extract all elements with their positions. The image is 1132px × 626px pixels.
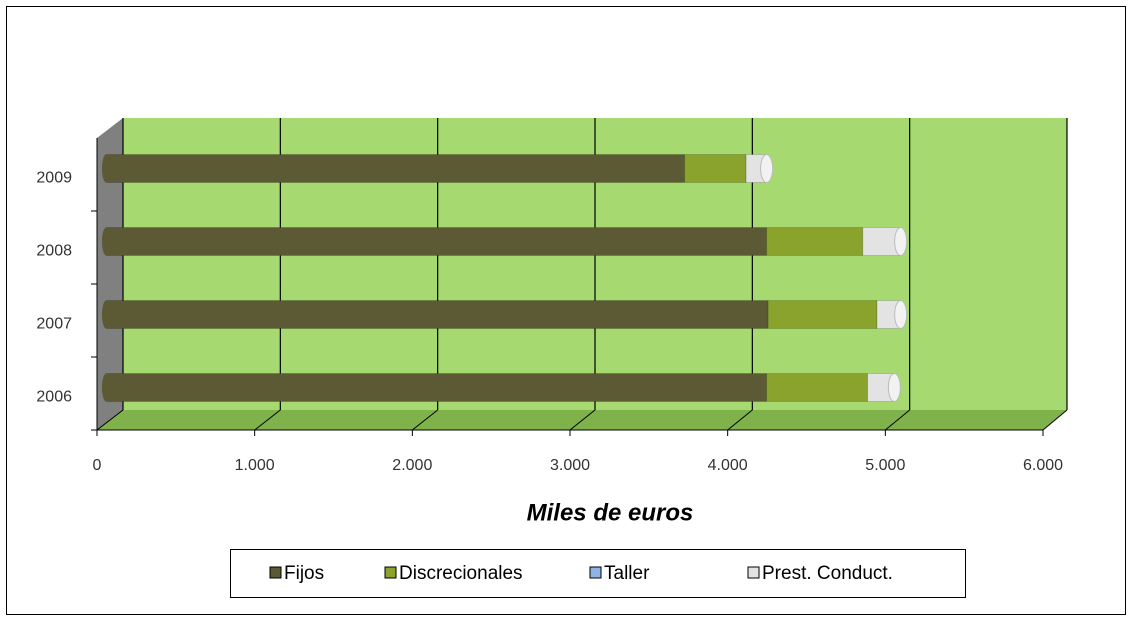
bar-segment xyxy=(684,154,747,183)
bar-segment xyxy=(767,300,878,329)
legend-label: Fijos xyxy=(284,563,324,584)
y-tick-label: 2008 xyxy=(36,243,72,260)
legend-label: Discrecionales xyxy=(399,563,523,584)
x-tick-label: 6.000 xyxy=(1023,457,1063,474)
bar-cap xyxy=(887,373,901,402)
bar-cap xyxy=(894,227,908,256)
floor-grid-line xyxy=(412,409,438,431)
bar-segment xyxy=(105,154,686,183)
x-axis-title: Miles de euros xyxy=(527,499,694,526)
floor-grid-line xyxy=(727,409,753,431)
bar-cap xyxy=(894,300,908,329)
x-tick-label: 5.000 xyxy=(865,457,905,474)
x-tick-label: 4.000 xyxy=(708,457,748,474)
x-tick-label: 0 xyxy=(93,457,102,474)
bar-segment xyxy=(105,300,769,329)
legend-label: Taller xyxy=(604,563,650,584)
floor-grid-line xyxy=(885,409,910,431)
bar-start xyxy=(102,154,110,183)
x-tick-label: 2.000 xyxy=(392,457,432,474)
legend-label: Prest. Conduct. xyxy=(762,563,893,584)
legend-swatch xyxy=(384,566,397,579)
floor-grid-line xyxy=(1042,409,1068,431)
bar-segment xyxy=(766,373,869,402)
bar-start xyxy=(102,227,110,256)
bar-segment xyxy=(105,373,768,402)
bar-segment xyxy=(766,227,864,256)
y-tick-label: 2006 xyxy=(36,389,72,406)
legend-swatch xyxy=(589,566,602,579)
bar-cap xyxy=(760,154,774,183)
y-tick-label: 2007 xyxy=(36,316,72,333)
legend-swatch xyxy=(747,566,760,579)
bar-start xyxy=(102,300,110,329)
floor-grid-line xyxy=(254,409,281,431)
floor-grid-line xyxy=(96,409,124,431)
bar-segment xyxy=(105,227,768,256)
bar-start xyxy=(102,373,110,402)
y-tick-label: 2009 xyxy=(36,170,72,187)
legend-swatch xyxy=(269,566,282,579)
side-wall xyxy=(97,118,123,430)
x-tick-label: 3.000 xyxy=(550,457,590,474)
x-tick-label: 1.000 xyxy=(235,457,275,474)
floor-grid-line xyxy=(569,409,596,431)
